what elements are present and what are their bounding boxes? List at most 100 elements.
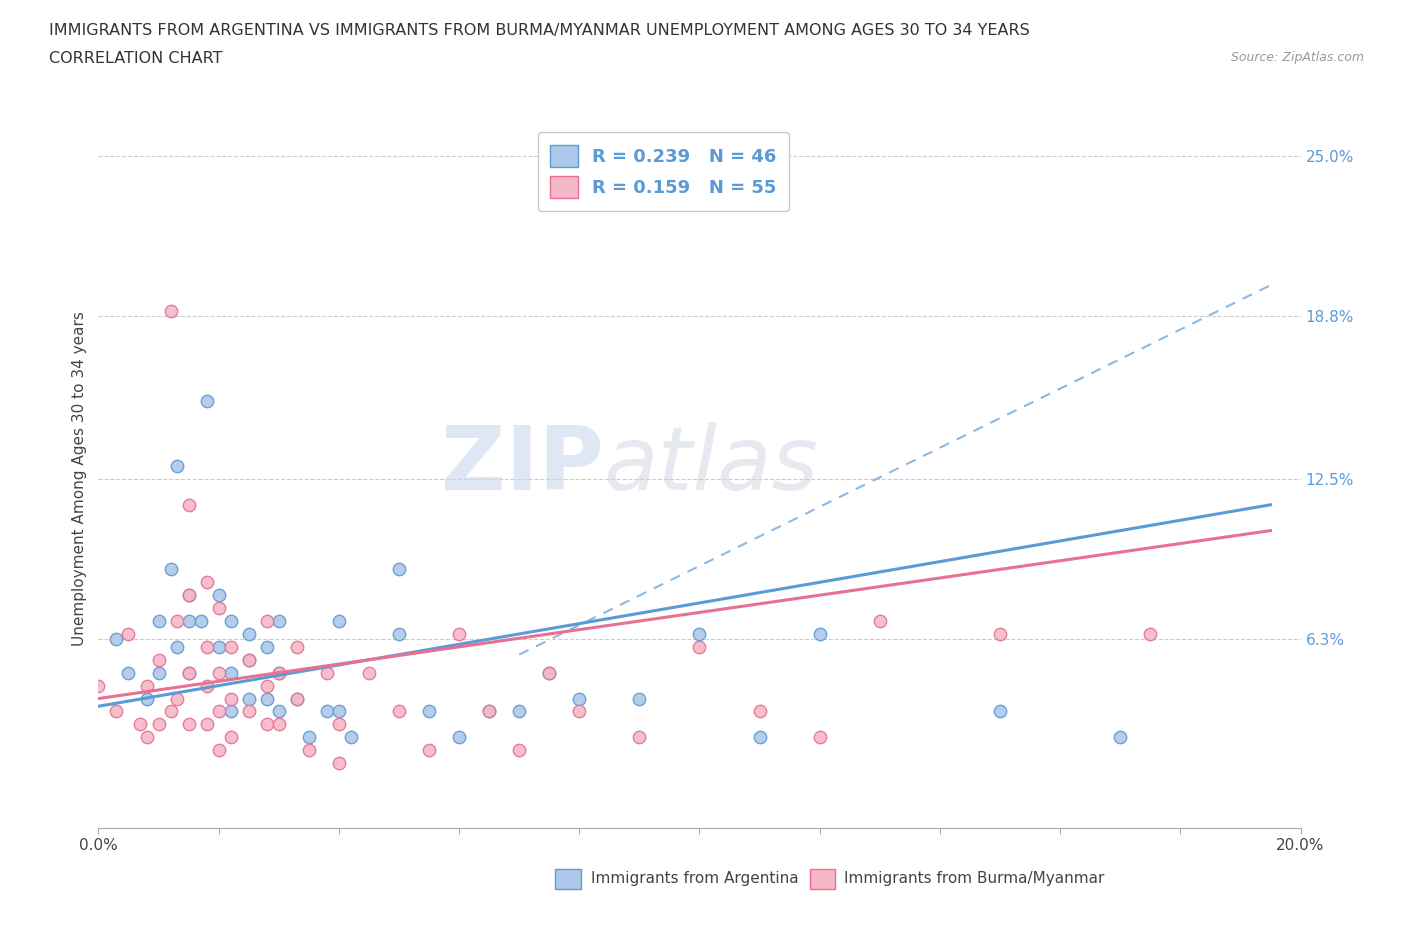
Point <box>748 704 770 719</box>
Point <box>328 717 350 732</box>
Point <box>195 678 218 693</box>
Text: ZIP: ZIP <box>440 421 603 509</box>
Point <box>418 704 440 719</box>
Text: Immigrants from Burma/Myanmar: Immigrants from Burma/Myanmar <box>844 871 1104 886</box>
Point <box>508 743 530 758</box>
Point <box>256 691 278 706</box>
Bar <box>555 869 581 889</box>
Point <box>328 756 350 771</box>
Point <box>568 691 591 706</box>
Point <box>190 614 212 629</box>
Point <box>808 730 831 745</box>
Point <box>208 601 231 616</box>
Point <box>1139 627 1161 642</box>
Point <box>105 704 128 719</box>
Point <box>267 665 290 680</box>
Legend: R = 0.239   N = 46, R = 0.159   N = 55: R = 0.239 N = 46, R = 0.159 N = 55 <box>538 132 789 210</box>
Point <box>177 717 200 732</box>
Point <box>148 717 170 732</box>
Point <box>869 614 891 629</box>
Point <box>538 665 561 680</box>
Text: CORRELATION CHART: CORRELATION CHART <box>49 51 222 66</box>
Point <box>298 743 321 758</box>
Point <box>195 575 218 590</box>
Point <box>988 704 1011 719</box>
Point <box>219 704 242 719</box>
Point <box>315 665 337 680</box>
Point <box>135 678 157 693</box>
Point <box>447 627 470 642</box>
Point <box>177 665 200 680</box>
Point <box>508 704 530 719</box>
Point <box>267 614 290 629</box>
Point <box>219 691 242 706</box>
Point <box>166 458 188 473</box>
Text: IMMIGRANTS FROM ARGENTINA VS IMMIGRANTS FROM BURMA/MYANMAR UNEMPLOYMENT AMONG AG: IMMIGRANTS FROM ARGENTINA VS IMMIGRANTS … <box>49 23 1031 38</box>
Point <box>148 614 170 629</box>
Text: Immigrants from Argentina: Immigrants from Argentina <box>591 871 799 886</box>
Point <box>195 640 218 655</box>
Point <box>388 627 411 642</box>
Point <box>129 717 152 732</box>
Point <box>285 640 308 655</box>
Point <box>238 652 260 667</box>
Point <box>256 640 278 655</box>
Point <box>87 678 110 693</box>
Point <box>689 627 711 642</box>
Text: atlas: atlas <box>603 422 818 508</box>
Y-axis label: Unemployment Among Ages 30 to 34 years: Unemployment Among Ages 30 to 34 years <box>72 312 87 646</box>
Point <box>166 640 188 655</box>
Point <box>166 691 188 706</box>
Point <box>135 691 157 706</box>
Point <box>159 303 181 318</box>
Point <box>219 614 242 629</box>
Point <box>219 665 242 680</box>
Point <box>418 743 440 758</box>
Point <box>117 665 139 680</box>
Point <box>177 498 200 512</box>
Point <box>267 704 290 719</box>
Point <box>1109 730 1132 745</box>
Point <box>177 665 200 680</box>
Point <box>689 640 711 655</box>
Point <box>628 691 651 706</box>
Point <box>238 652 260 667</box>
Point <box>285 691 308 706</box>
Point <box>135 730 157 745</box>
Point <box>105 631 128 646</box>
Point <box>568 704 591 719</box>
Point <box>238 691 260 706</box>
Point <box>219 640 242 655</box>
Point <box>159 704 181 719</box>
Point <box>256 614 278 629</box>
Point <box>340 730 363 745</box>
Bar <box>810 869 835 889</box>
Point <box>195 394 218 409</box>
Point <box>447 730 470 745</box>
Text: Source: ZipAtlas.com: Source: ZipAtlas.com <box>1230 51 1364 64</box>
Point <box>238 704 260 719</box>
Point <box>238 627 260 642</box>
Point <box>208 588 231 603</box>
Point <box>195 717 218 732</box>
Point <box>219 730 242 745</box>
Point <box>285 691 308 706</box>
Point <box>388 562 411 577</box>
Point <box>315 704 337 719</box>
Point <box>208 640 231 655</box>
Point <box>159 562 181 577</box>
Point <box>478 704 501 719</box>
Point <box>208 743 231 758</box>
Point <box>208 704 231 719</box>
Point <box>177 588 200 603</box>
Point <box>267 717 290 732</box>
Point <box>208 665 231 680</box>
Point <box>177 588 200 603</box>
Point <box>328 614 350 629</box>
Point <box>357 665 380 680</box>
Point <box>298 730 321 745</box>
Point <box>267 665 290 680</box>
Point <box>748 730 770 745</box>
Point <box>166 614 188 629</box>
Point <box>328 704 350 719</box>
